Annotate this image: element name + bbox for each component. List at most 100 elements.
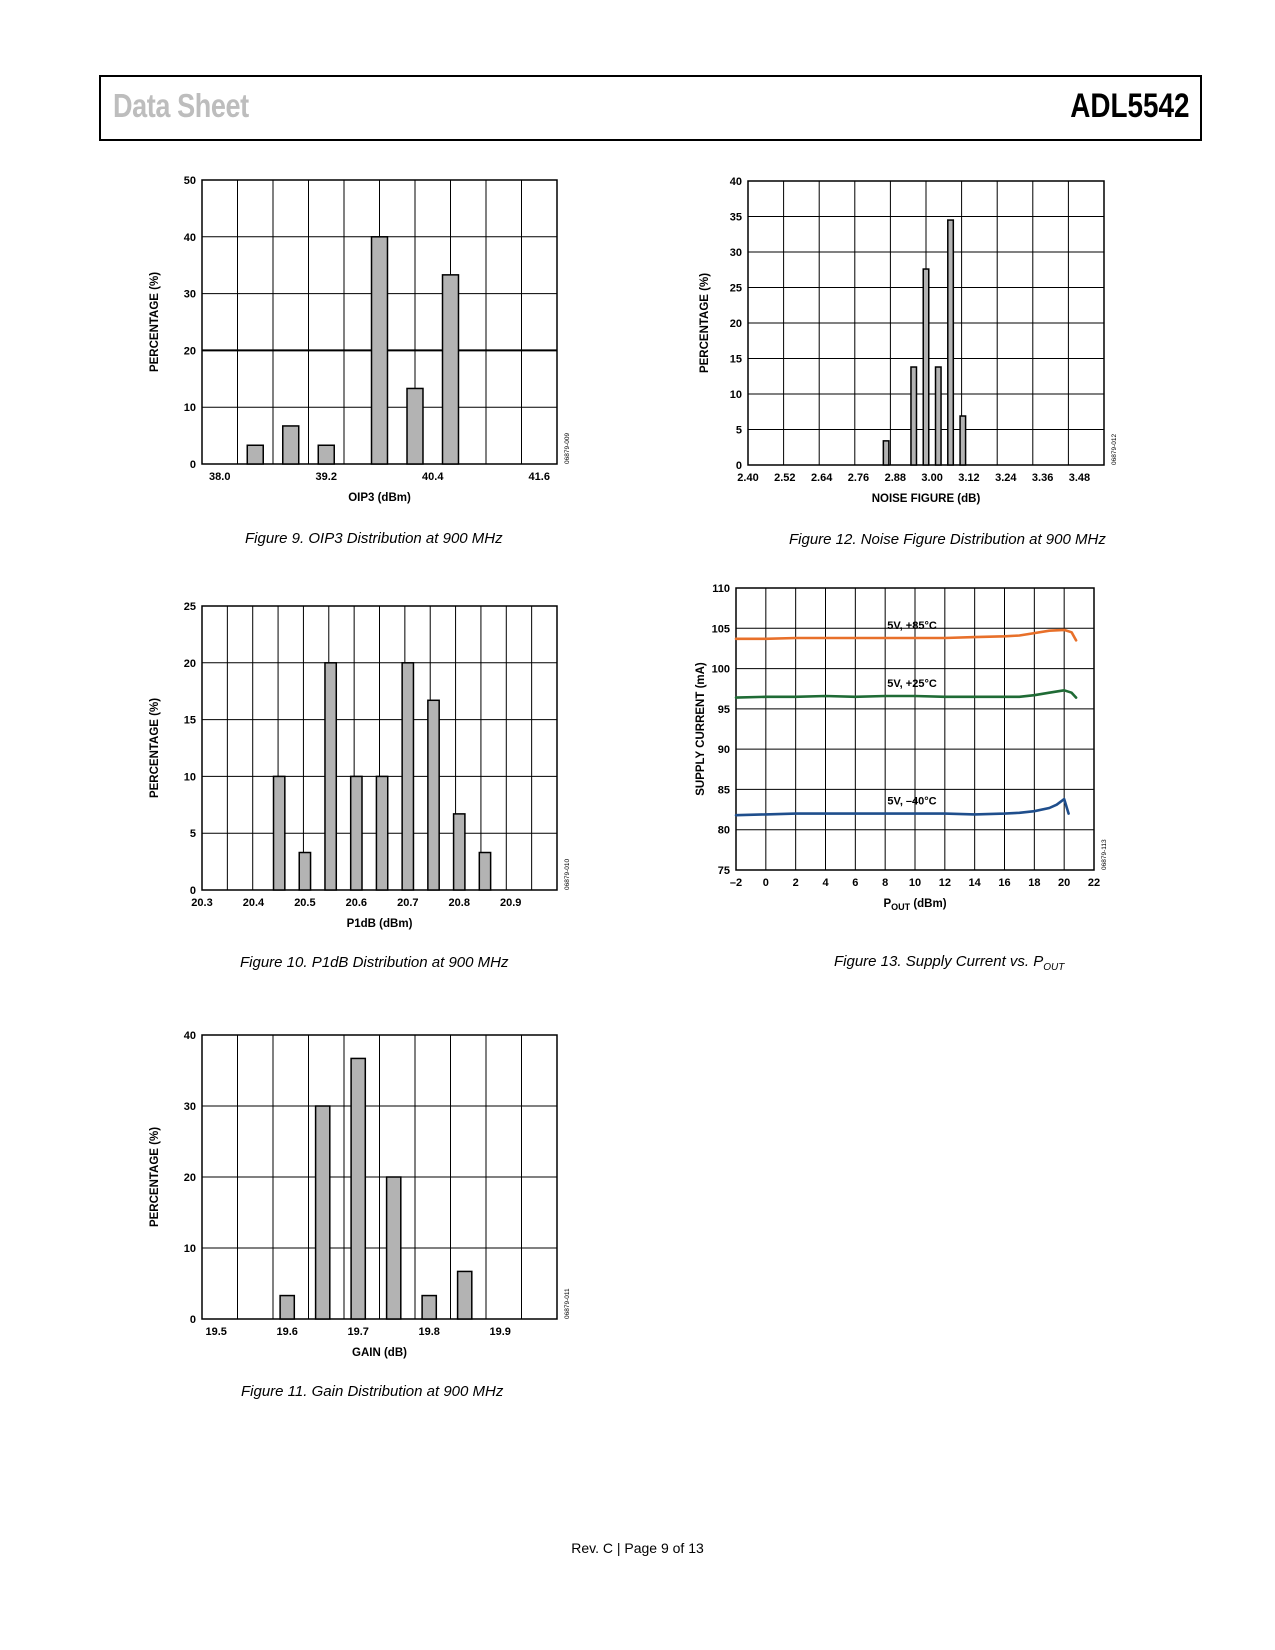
x-axis-label: OIP3 (dBm) <box>348 492 411 504</box>
bar <box>282 425 300 465</box>
x-tick-label: 19.5 <box>205 1326 226 1338</box>
y-tick-label: 30 <box>184 289 196 301</box>
x-tick-label: 2.76 <box>848 472 869 484</box>
bar <box>314 1105 331 1320</box>
figure-code: 06879-113 <box>1101 839 1108 870</box>
x-axis-label: GAIN (dB) <box>352 1347 407 1359</box>
x-tick-label: 3.00 <box>921 472 942 484</box>
bar <box>324 662 338 891</box>
bars <box>279 1057 473 1320</box>
bar <box>375 775 389 891</box>
y-tick-label: 20 <box>730 318 742 330</box>
figure-11-caption: Figure 11. Gain Distribution at 900 MHz <box>241 1383 504 1400</box>
bars <box>246 236 460 465</box>
x-tick-label: 3.24 <box>995 472 1017 484</box>
figure-9-chart: 0 10 20 30 40 50 38.0 39.2 40.4 41.6 OIP3 (dBm) PER… <box>140 172 590 512</box>
bar <box>882 440 890 466</box>
bar <box>427 699 440 891</box>
y-tick-label: 10 <box>730 389 742 401</box>
x-tick-label: 39.2 <box>316 471 337 483</box>
fig11-svg: 0 10 20 30 40 19.5 19.6 19.7 19.8 19.9 GAIN (dB) PE… <box>149 1030 571 1359</box>
x-axis-label: P1dB (dBm) <box>347 918 413 930</box>
x-tick-label: 19.6 <box>276 1326 297 1338</box>
figure-code: 06879-010 <box>564 859 571 890</box>
x-tick-label: 16 <box>998 877 1010 889</box>
y-axis-label: PERCENTAGE (%) <box>149 1127 161 1227</box>
figure-10-chart: 0 5 10 15 20 25 20.3 20.4 20.5 20.6 20.7 20.8 20.9 P1… <box>140 598 590 938</box>
y-tick-label: 20 <box>184 658 196 670</box>
header-doc-type: Data Sheet <box>113 87 249 124</box>
y-tick-label: 95 <box>718 704 730 716</box>
y-axis-label: PERCENTAGE (%) <box>149 698 161 798</box>
bar <box>298 851 312 891</box>
y-tick-label: 5 <box>736 425 742 437</box>
bar <box>317 444 335 465</box>
bar <box>350 1057 367 1320</box>
y-tick-label: 5 <box>190 828 196 840</box>
figure-code: 06879-012 <box>1111 434 1118 465</box>
bar <box>246 444 264 465</box>
page-header: Data Sheet ADL5542 <box>99 75 1202 141</box>
series-line <box>734 689 1078 699</box>
x-tick-label: 40.4 <box>422 471 444 483</box>
bar <box>910 366 918 466</box>
bar <box>279 1294 296 1320</box>
y-tick-label: 85 <box>718 784 730 796</box>
x-tick-label: 20.3 <box>191 897 212 909</box>
x-tick-label: 20.7 <box>397 897 418 909</box>
y-tick-label: 80 <box>718 825 730 837</box>
bar <box>401 662 415 891</box>
bar <box>456 1270 473 1320</box>
gridlines <box>201 1034 558 1320</box>
header-part-number: ADL5542 <box>1070 87 1190 125</box>
x-tick-label: 12 <box>939 877 951 889</box>
x-tick-label: 2.40 <box>737 472 758 484</box>
figure-10-caption: Figure 10. P1dB Distribution at 900 MHz <box>240 954 509 971</box>
y-tick-label: 40 <box>730 176 742 188</box>
bars <box>882 219 967 466</box>
x-tick-label: 2.52 <box>774 472 795 484</box>
x-tick-label: 20.9 <box>500 897 521 909</box>
y-tick-label: 0 <box>190 885 196 897</box>
bar <box>385 1176 402 1320</box>
fig9-svg: 0 10 20 30 40 50 38.0 39.2 40.4 41.6 OIP3 (dBm) PER… <box>149 175 571 504</box>
y-tick-label: 20 <box>184 345 196 357</box>
x-axis-label: POUT (dBm) <box>883 898 946 912</box>
x-axis-label: NOISE FIGURE (dB) <box>872 493 981 505</box>
bar <box>947 219 955 466</box>
y-tick-label: 15 <box>184 715 196 727</box>
y-tick-label: 0 <box>736 460 742 472</box>
x-tick-label: 19.8 <box>418 1326 439 1338</box>
bars <box>272 662 492 891</box>
x-tick-label: 2.64 <box>811 472 833 484</box>
fig13-svg: 75 80 85 90 95 100 105 110 –2 0 2 4 6 8 10 12 14 16 18 20 22… <box>695 583 1108 912</box>
y-tick-label: 110 <box>712 583 730 595</box>
y-tick-label: 40 <box>184 1030 196 1042</box>
y-axis-label: PERCENTAGE (%) <box>149 272 161 372</box>
fig10-svg: 0 5 10 15 20 25 20.3 20.4 20.5 20.6 20.7 20.8 20.9 P1… <box>149 601 571 930</box>
y-tick-label: 20 <box>184 1172 196 1184</box>
x-tick-label: 0 <box>763 877 769 889</box>
figure-13-chart: 75 80 85 90 95 100 105 110 –2 0 2 4 6 8 10 12 14 16 18 20 22… <box>695 583 1162 930</box>
x-tick-label: 4 <box>822 877 829 889</box>
y-tick-label: 15 <box>730 354 742 366</box>
y-tick-label: 35 <box>730 212 742 224</box>
x-tick-label: 14 <box>969 877 982 889</box>
y-tick-label: 0 <box>190 459 196 471</box>
y-tick-label: 10 <box>184 402 196 414</box>
y-tick-label: 75 <box>718 865 730 877</box>
bar <box>922 268 930 466</box>
bar <box>959 415 967 466</box>
figure-code: 06879-009 <box>564 433 571 464</box>
x-tick-label: 20.5 <box>294 897 315 909</box>
x-tick-label: 38.0 <box>209 471 230 483</box>
y-axis-label: SUPPLY CURRENT (mA) <box>695 662 707 796</box>
bar <box>370 236 389 465</box>
y-tick-label: 10 <box>184 1243 196 1255</box>
x-tick-label: 3.48 <box>1069 472 1090 484</box>
plot-frame <box>201 1034 558 1320</box>
x-tick-label: 2.88 <box>885 472 906 484</box>
x-tick-label: 6 <box>852 877 858 889</box>
x-tick-label: 19.9 <box>489 1326 510 1338</box>
x-tick-label: 20.6 <box>346 897 367 909</box>
